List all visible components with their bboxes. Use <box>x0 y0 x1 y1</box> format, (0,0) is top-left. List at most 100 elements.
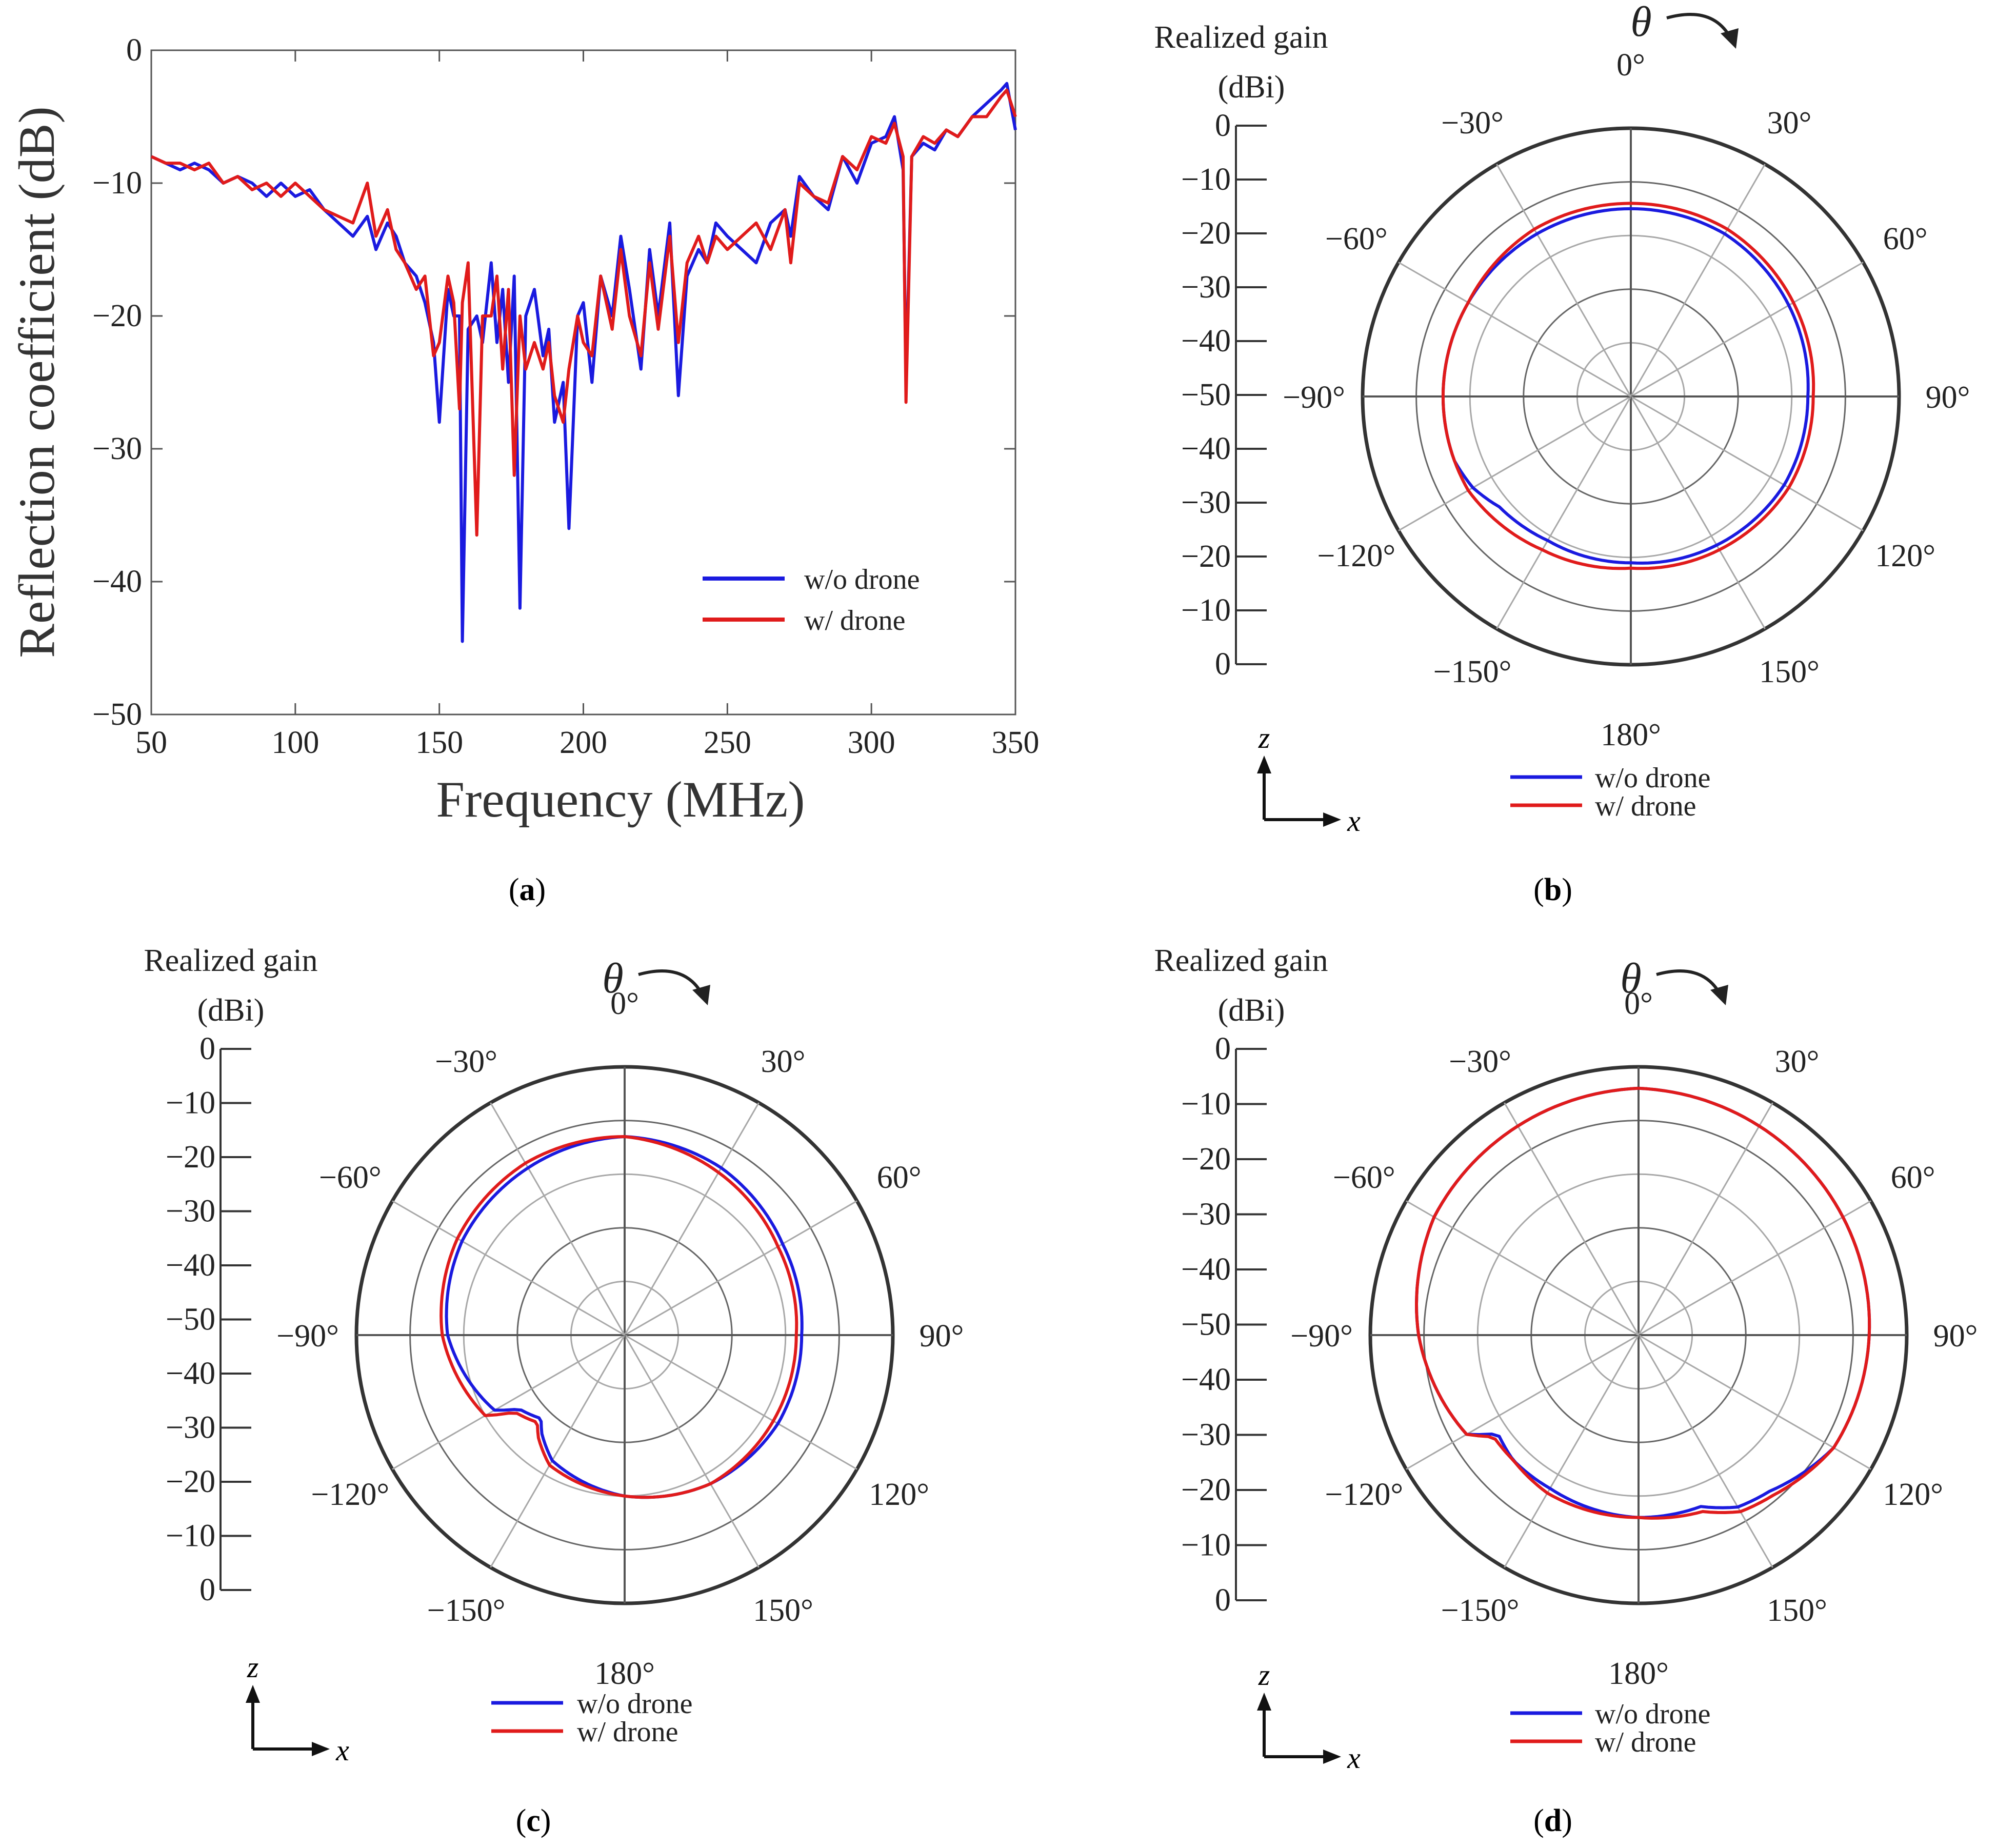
gain-scale-label-c: 0 <box>199 1031 215 1066</box>
y-tick-label-a: 0 <box>126 33 142 68</box>
polar-spoke-b <box>1630 262 1864 398</box>
coord-x-label-d: x <box>1347 1741 1361 1775</box>
theta-arrow-d <box>1656 969 1722 996</box>
polar-angle-label-d: −120° <box>1325 1477 1403 1512</box>
gain-scale-label-d: −30 <box>1181 1418 1231 1453</box>
gain-scale-label-d: −20 <box>1181 1473 1231 1507</box>
gain-scale-label-b: 0 <box>1215 647 1231 682</box>
gain-scale-c: 0 −10 −20 −30 −40 −50 −40 −30 −20 −10 0 <box>166 1031 251 1607</box>
gain-scale-label-d: −10 <box>1181 1087 1231 1122</box>
x-tick-label-a: 50 <box>135 725 167 760</box>
coord-z-label-c: z <box>247 1651 259 1684</box>
coord-x-label-c: x <box>335 1734 349 1767</box>
polar-spoke-c <box>490 1335 626 1568</box>
polar-angle-label-c: 90° <box>920 1319 964 1354</box>
y-tick-label-a: −30 <box>92 431 142 466</box>
coord-axes-c: zx <box>246 1651 349 1767</box>
gain-unit-c: (dBi) <box>197 993 265 1028</box>
gain-scale-label-d: 0 <box>1215 1031 1231 1066</box>
gain-scale-label-c: −30 <box>166 1410 215 1445</box>
gain-title-b: Realized gain <box>1154 20 1328 55</box>
polar-angle-label-d: 0° <box>1624 986 1653 1021</box>
theta-symbol-b: θ <box>1630 0 1651 46</box>
gain-title-c: Realized gain <box>144 943 317 978</box>
polar-spoke-c <box>624 1200 857 1336</box>
theta-arrowhead-d <box>1710 985 1728 1005</box>
legend-label-blue-d: w/o drone <box>1595 1698 1711 1730</box>
gain-scale-label-d: −20 <box>1181 1142 1231 1177</box>
coord-z-label-d: z <box>1258 1658 1270 1692</box>
gain-scale-label-d: −40 <box>1181 1362 1231 1397</box>
polar-spoke-c <box>624 1335 760 1568</box>
theta-indicator-c: θ <box>602 955 710 1005</box>
gain-scale-label-b: −20 <box>1181 216 1231 251</box>
x-axis-label-a: Frequency (MHz) <box>436 771 805 828</box>
polar-plot-c: 0° 30° 60° 90° 120° 150° 180° −150° −120° −90° −60… <box>276 986 964 1691</box>
polar-spoke-b <box>1630 395 1864 531</box>
polar-angle-label-b: −30° <box>1441 106 1504 141</box>
gain-scale-d: 0 −10 −20 −30 −40 −50 −40 −30 −20 −10 0 <box>1181 1031 1267 1618</box>
legend-label-red-c: w/ drone <box>577 1716 678 1748</box>
polar-angle-label-b: 60° <box>1883 222 1928 256</box>
polar-angle-label-b: 180° <box>1601 718 1661 752</box>
panel-label-b: (b) <box>1533 872 1572 907</box>
y-tick-label-a: −50 <box>92 697 142 732</box>
polar-spoke-c <box>624 1102 760 1336</box>
polar-chart-d: 0 −10 −20 −30 −40 −50 −40 −30 −20 −10 0 Realized g… <box>1154 943 1978 1838</box>
legend-d: w/o drone w/ drone <box>1510 1698 1711 1758</box>
y-tick-label-a: −40 <box>92 564 142 599</box>
legend-label-red-b: w/ drone <box>1595 790 1696 822</box>
series-line-w-drone-a <box>150 88 1017 537</box>
polar-spoke-d <box>1637 1102 1773 1336</box>
polar-spoke-b <box>1398 395 1631 531</box>
polar-spoke-d <box>1406 1334 1639 1470</box>
polar-curve-w-drone-c <box>440 1135 798 1499</box>
polar-angle-label-c: −90° <box>276 1319 339 1354</box>
gain-scale-label-b: −40 <box>1181 431 1231 466</box>
legend-label-red-a: w/ drone <box>804 605 906 637</box>
legend-a: w/o drone w/ drone <box>703 564 920 637</box>
polar-angle-label-c: 30° <box>761 1044 806 1079</box>
polar-plot-d: 0° 30° 60° 90° 120° 150° 180° −150° −120° −90° −60… <box>1290 986 1978 1691</box>
polar-angle-label-b: −60° <box>1325 222 1388 256</box>
coord-z-arrowhead-d <box>1257 1693 1271 1711</box>
polar-spoke-b <box>1630 164 1766 397</box>
polar-angle-label-b: 30° <box>1767 106 1812 141</box>
gain-scale-label-b: 0 <box>1215 108 1231 143</box>
coord-x-label-b: x <box>1347 804 1361 838</box>
polar-angle-label-c: 0° <box>610 986 639 1021</box>
gain-scale-label-b: −50 <box>1181 377 1231 412</box>
gain-scale-label-d: −40 <box>1181 1252 1231 1287</box>
gain-scale-label-d: 0 <box>1215 1583 1231 1618</box>
theta-arrowhead-c <box>692 985 710 1005</box>
series-lines-a <box>150 82 1017 643</box>
gain-scale-label-b: −40 <box>1181 324 1231 359</box>
y-tick-label-a: −10 <box>92 166 142 201</box>
polar-spoke-c <box>490 1102 626 1336</box>
panel-label-d: (d) <box>1533 1803 1572 1838</box>
polar-plot-b: 0° 30° 60° 90° 120° 150° 180° −150° −120° −90° −60… <box>1283 48 1970 752</box>
gain-scale-label-c: −20 <box>166 1140 215 1175</box>
coord-x-arrowhead-b <box>1323 812 1341 827</box>
gain-scale-label-b: −30 <box>1181 270 1231 305</box>
legend-label-blue-a: w/o drone <box>804 564 920 595</box>
gain-scale-label-b: −10 <box>1181 593 1231 628</box>
polar-angle-label-c: −30° <box>435 1044 497 1079</box>
polar-angle-label-b: −120° <box>1317 539 1395 573</box>
gain-scale-label-b: −10 <box>1181 162 1231 197</box>
polar-angle-label-d: 150° <box>1767 1593 1827 1628</box>
polar-angle-label-b: 90° <box>1926 380 1970 415</box>
coord-z-arrowhead-b <box>1257 756 1271 773</box>
polar-angle-label-d: 120° <box>1883 1477 1943 1512</box>
polar-spoke-d <box>1504 1335 1640 1568</box>
theta-symbol-d: θ <box>1620 955 1641 1002</box>
polar-angle-label-c: 150° <box>753 1593 813 1628</box>
x-ticks-a: 50 100 150 200 250 300 350 <box>135 50 1040 760</box>
gain-scale-label-c: −50 <box>166 1302 215 1337</box>
polar-angle-label-c: 120° <box>869 1477 929 1512</box>
polar-angle-label-d: 180° <box>1608 1656 1669 1691</box>
theta-symbol-c: θ <box>602 955 623 1002</box>
polar-angle-label-b: −90° <box>1283 380 1345 415</box>
y-axis-label-a: Reflection coefficient (dB) <box>8 106 65 658</box>
